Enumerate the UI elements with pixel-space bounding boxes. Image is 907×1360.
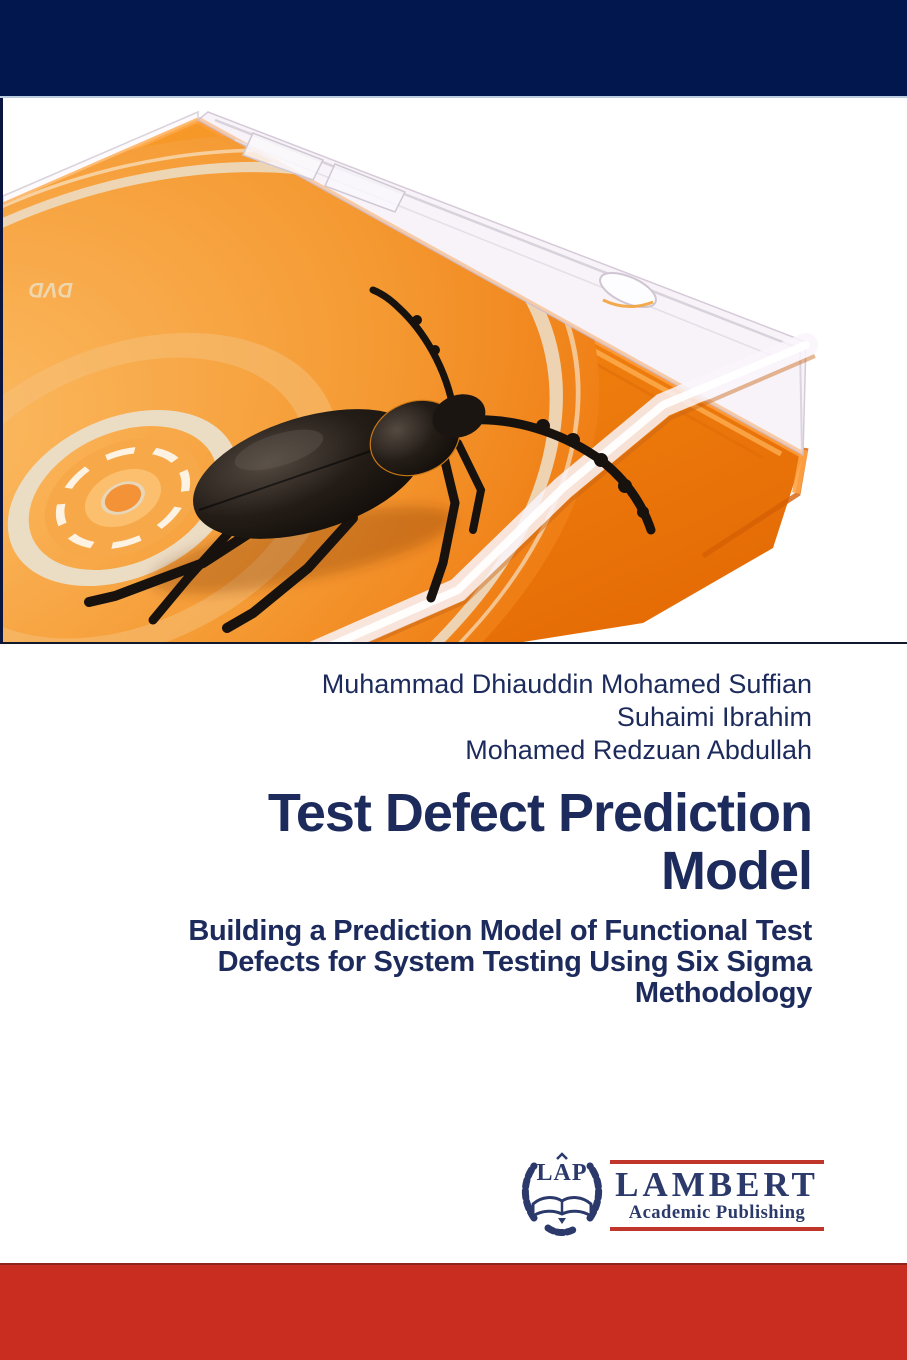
lid-finger-notch: [599, 271, 657, 309]
dvd-disc: 8X DVD-R 4.7GB/120 DVD: [3, 134, 600, 642]
beetle-antenna: [466, 415, 656, 535]
title-line: Test Defect Prediction: [267, 783, 813, 843]
book-subtitle: Building a Prediction Model of Functiona…: [188, 916, 812, 1009]
book-title: Test Defect Prediction Model: [267, 783, 813, 901]
beetle-antenna: [369, 286, 455, 402]
bottom-red-band: [0, 1263, 907, 1360]
logo-rule-top: [610, 1159, 824, 1164]
beetle-shadow: [151, 506, 455, 594]
beetle-head: [432, 394, 486, 438]
beetle-dvd-photo: 8X DVD-R 4.7GB/120 DVD: [3, 110, 818, 642]
author-names: Muhammad Dhiauddin Mohamed Suffian Suhai…: [322, 668, 812, 767]
beetle-elytra: [193, 409, 425, 539]
top-navy-bar: [0, 0, 907, 98]
publisher-wordmark: LAMBERT Academic Publishing: [610, 1159, 824, 1231]
lap-emblem: LAP: [521, 1152, 603, 1236]
jewel-case-lid: [196, 111, 818, 642]
author-name: Suhaimi Ibrahim: [616, 702, 812, 732]
subtitle-line: Building a Prediction Model of Functiona…: [188, 915, 812, 947]
author-name: Mohamed Redzuan Abdullah: [465, 735, 812, 765]
publisher-name: LAMBERT: [615, 1164, 819, 1204]
cover-photo: 8X DVD-R 4.7GB/120 DVD: [0, 98, 907, 644]
disc-dvd-logo: DVD: [29, 278, 73, 301]
publisher-tagline: Academic Publishing: [628, 1202, 806, 1223]
beetle: [84, 286, 656, 633]
logo-rule-bottom: [610, 1226, 824, 1231]
open-book-icon: [531, 1196, 593, 1224]
title-line: Model: [661, 841, 813, 901]
lap-monogram: LAP: [537, 1160, 588, 1186]
subtitle-line: Methodology: [634, 977, 812, 1009]
publisher-logo: LAP LAMBERT Academic Publishing: [518, 1152, 824, 1238]
author-name: Muhammad Dhiauddin Mohamed Suffian: [321, 669, 812, 699]
beetle-legs: [84, 439, 486, 633]
subtitle-line: Defects for System Testing Using Six Sig…: [217, 946, 813, 978]
